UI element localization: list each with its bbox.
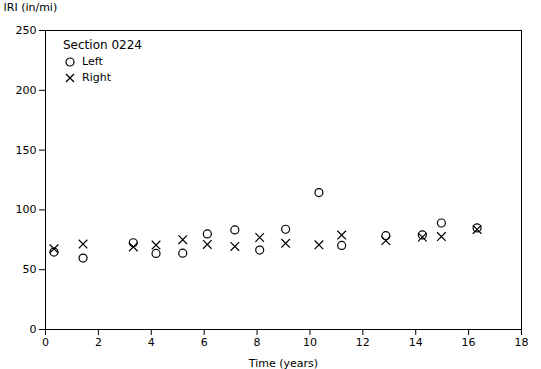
svg-text:16: 16	[462, 336, 476, 349]
svg-text:0: 0	[42, 336, 49, 349]
svg-text:2: 2	[95, 336, 102, 349]
svg-text:200: 200	[16, 84, 37, 97]
svg-text:10: 10	[303, 336, 317, 349]
svg-text:250: 250	[16, 24, 37, 37]
svg-text:14: 14	[409, 336, 423, 349]
svg-text:150: 150	[16, 144, 37, 157]
svg-text:IRI (in/mi): IRI (in/mi)	[4, 1, 58, 14]
html-text:Left: Left	[82, 55, 103, 68]
svg-text:0: 0	[30, 323, 37, 336]
svg-text:50: 50	[23, 263, 37, 276]
svg-text:Time (years): Time (years)	[248, 357, 318, 369]
svg-text:12: 12	[356, 336, 370, 349]
svg-text:18: 18	[515, 336, 529, 349]
svg-text:8: 8	[254, 336, 261, 349]
html-text:Right: Right	[82, 71, 111, 84]
html-text:Section 0224: Section 0224	[63, 38, 142, 52]
svg-text:4: 4	[148, 336, 155, 349]
svg-text:100: 100	[16, 203, 37, 216]
svg-text:6: 6	[201, 336, 208, 349]
